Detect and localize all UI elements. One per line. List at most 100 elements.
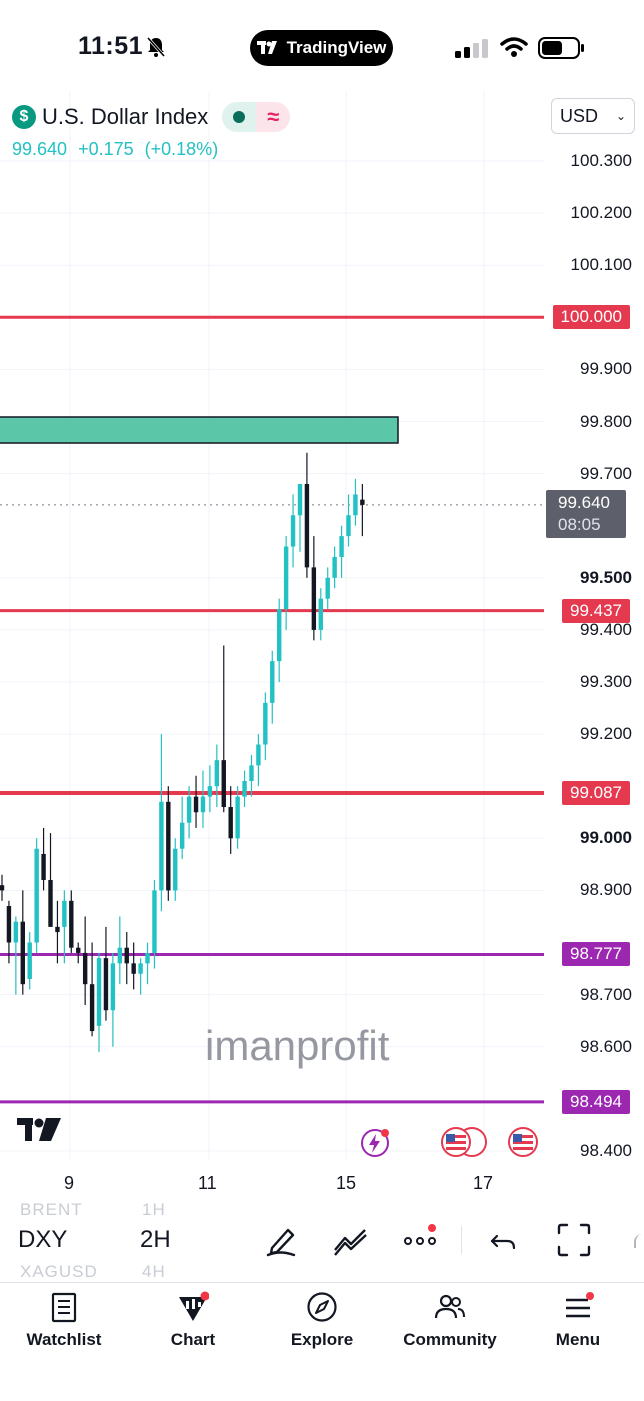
clock: 11:51	[78, 32, 144, 60]
last-price: 99.640	[12, 139, 68, 159]
candle-body	[0, 885, 5, 891]
candle-body	[27, 942, 32, 979]
candle-body	[360, 499, 365, 505]
candle-body	[332, 556, 337, 578]
symbol-option[interactable]: XAGUSD	[20, 1262, 98, 1281]
candle-body	[96, 958, 102, 1026]
community-icon	[434, 1294, 465, 1319]
candle-body	[82, 952, 88, 985]
symbol-name: U.S. Dollar Index	[42, 104, 209, 129]
nav-community-label: Community	[403, 1330, 497, 1349]
wifi-icon	[500, 37, 528, 57]
candle-body	[311, 567, 317, 630]
candle-body	[179, 822, 185, 849]
nav-menu-label: Menu	[555, 1330, 601, 1349]
nav-watchlist-label: Watchlist	[26, 1330, 102, 1349]
candle-body	[221, 760, 226, 808]
y-tick-label: 99.700	[580, 463, 632, 483]
tradingview-pill[interactable]: TradingView	[250, 30, 393, 66]
candle-body	[103, 958, 109, 1011]
y-tick-label: 98.900	[580, 880, 632, 900]
candle-body	[62, 900, 67, 927]
candle-body	[124, 947, 129, 964]
y-tick-label: 99.000	[580, 828, 632, 848]
us-flag-event-icon[interactable]	[507, 1126, 539, 1158]
timeframe-option[interactable]: 4H	[142, 1262, 166, 1281]
cellular-signal-icon	[455, 39, 488, 58]
candle-body	[263, 702, 268, 745]
candle-body	[48, 879, 53, 927]
resistance-zone	[0, 416, 399, 444]
timeframe-option[interactable]: 1H	[142, 1200, 166, 1219]
y-tick-label: 99.400	[580, 619, 632, 639]
candle-body	[228, 807, 233, 839]
market-open-icon[interactable]	[222, 102, 257, 132]
y-tick-label: 100.100	[570, 255, 632, 275]
y-tick-label: 99.900	[580, 359, 632, 379]
compass-icon	[307, 1292, 337, 1322]
symbol-option[interactable]: BRENT	[20, 1200, 83, 1219]
candle-body	[186, 796, 192, 823]
bell-muted-icon	[146, 37, 166, 57]
candle-body	[89, 984, 95, 1032]
candle-body	[249, 765, 254, 781]
pen-draw-icon[interactable]	[264, 1222, 300, 1258]
status-bar: 11:51 TradingView	[0, 0, 644, 96]
app-label: TradingView	[286, 38, 387, 57]
candle-body	[325, 577, 330, 599]
chart-toolbar	[0, 1198, 644, 1280]
toolbar-divider	[461, 1226, 462, 1254]
candle-body	[193, 796, 199, 813]
battery-icon	[538, 37, 584, 59]
candle-body	[207, 786, 213, 797]
candle-body	[270, 661, 275, 703]
candle-body	[6, 906, 12, 943]
dollar-icon: $	[12, 105, 36, 129]
y-tick-label: 98.400	[580, 1140, 632, 1160]
candle-body	[304, 484, 310, 568]
symbol-selector[interactable]: DXY	[18, 1226, 68, 1253]
us-flag-events-icon[interactable]	[438, 1126, 488, 1158]
bar-countdown: 08:05	[558, 515, 601, 534]
x-tick-label: 17	[473, 1173, 494, 1193]
tradingview-logo-icon	[256, 41, 277, 54]
chart-icon	[179, 1291, 209, 1321]
last-price-tag-value: 99.640	[558, 493, 610, 512]
lightning-event-icon[interactable]	[360, 1128, 390, 1158]
more-icon[interactable]	[402, 1222, 442, 1258]
y-tick-label: 98.700	[580, 984, 632, 1004]
candle-body	[117, 947, 123, 964]
tradingview-logo-icon	[17, 1118, 61, 1141]
undo-icon[interactable]	[489, 1222, 519, 1258]
candle-body	[110, 963, 116, 1011]
price-chart[interactable]	[0, 92, 644, 1200]
candle-body	[131, 963, 136, 974]
wave-icon[interactable]: ≈	[256, 102, 291, 132]
timeframe-selector[interactable]: 2H	[140, 1226, 171, 1253]
fullscreen-icon[interactable]	[556, 1222, 592, 1258]
candle-body	[69, 900, 74, 948]
price-change: +0.175	[78, 139, 134, 159]
bottom-navigation: Watchlist Chart Explore Community	[0, 1282, 644, 1401]
y-tick-label: 99.500	[580, 567, 632, 587]
candle-body	[318, 598, 323, 630]
candle-body	[214, 760, 220, 787]
price-change-pct: (+0.18%)	[144, 139, 219, 159]
candle-body	[277, 609, 282, 662]
x-tick-label: 15	[336, 1173, 357, 1193]
status-badges[interactable]: ≈	[222, 102, 291, 132]
chevron-down-icon: ⌄	[615, 109, 626, 123]
x-tick-label: 9	[64, 1173, 75, 1193]
symbol-header[interactable]: $ U.S. Dollar Index ≈	[12, 102, 291, 132]
candle-body	[200, 796, 206, 813]
watchlist-icon	[51, 1292, 77, 1323]
price-row: 99.640 +0.175 (+0.18%)	[12, 139, 224, 160]
trend-lines-icon[interactable]	[332, 1222, 370, 1258]
currency-select[interactable]: USD ⌄	[551, 98, 635, 134]
watermark: imanprofit	[205, 1022, 390, 1069]
candle-body	[283, 546, 289, 610]
candle-body	[353, 494, 358, 516]
candle-body	[339, 536, 344, 557]
candle-body	[138, 963, 143, 974]
price-level-tag: 98.777	[562, 942, 630, 967]
